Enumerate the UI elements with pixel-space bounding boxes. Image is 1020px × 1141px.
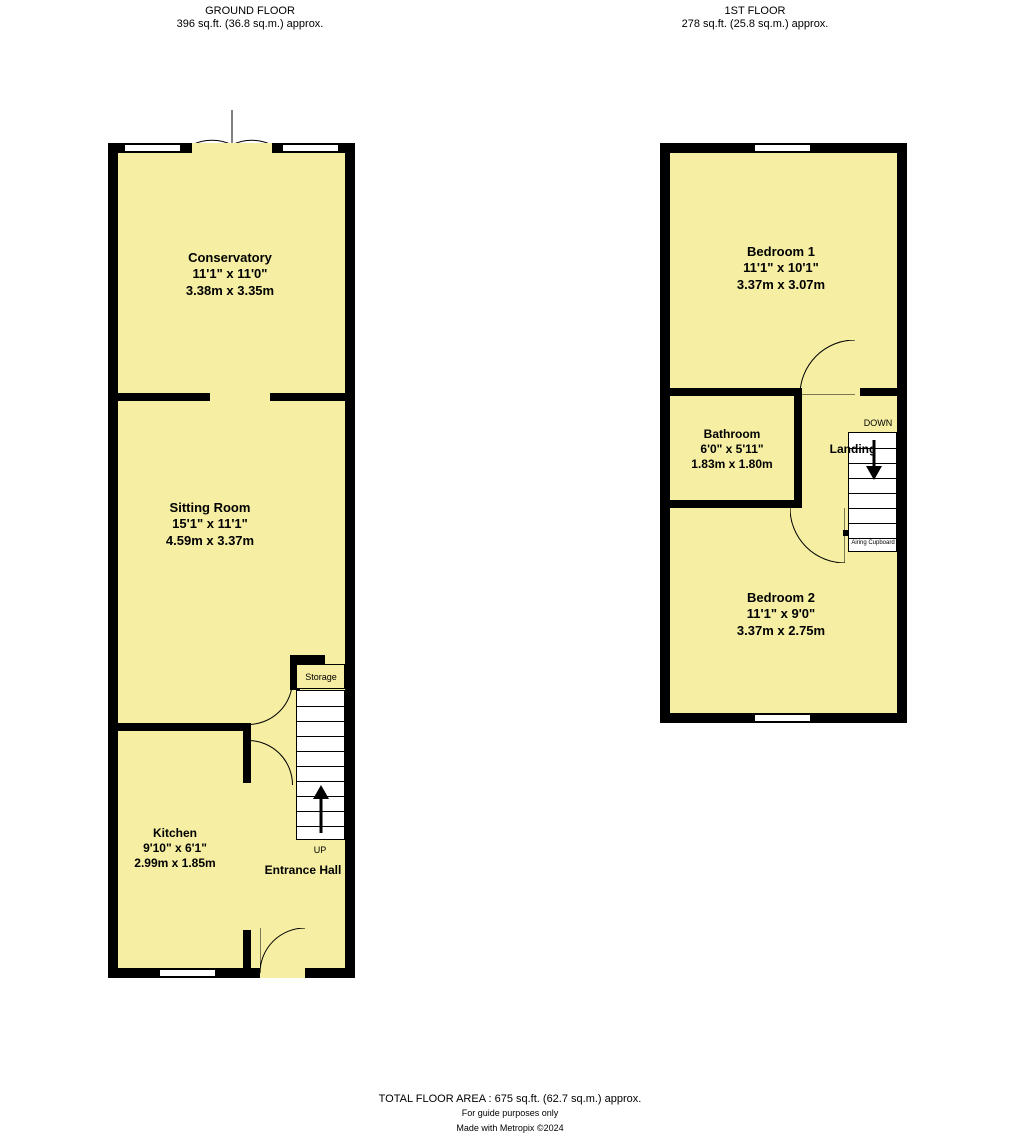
ff-window-top bbox=[755, 144, 810, 152]
entrance-hall-label: Entrance Hall bbox=[248, 863, 358, 878]
gf-wall-bottom bbox=[108, 968, 355, 978]
ff-door-b1 bbox=[800, 340, 855, 400]
bedroom1-label: Bedroom 1 11'1" x 10'1" 3.37m x 3.07m bbox=[711, 244, 851, 293]
hall-name: Entrance Hall bbox=[265, 863, 342, 877]
b2-name: Bedroom 2 bbox=[747, 590, 815, 605]
sitting-room-label: Sitting Room 15'1" x 11'1" 4.59m x 3.37m bbox=[130, 500, 290, 549]
down-label: DOWN bbox=[858, 418, 898, 428]
footer-line2: Made with Metropix ©2024 bbox=[456, 1123, 563, 1133]
gf-window-top-right bbox=[283, 144, 338, 152]
bath-name: Bathroom bbox=[704, 427, 761, 441]
ff-wall-right bbox=[897, 143, 907, 723]
gf-wall-right bbox=[345, 143, 355, 978]
gf-front-door-arc bbox=[260, 928, 305, 978]
conservatory-name: Conservatory bbox=[188, 250, 272, 265]
footer-line1: For guide purposes only bbox=[462, 1108, 559, 1118]
gf-window-bottom bbox=[160, 969, 215, 977]
kitchen-dim-imp: 9'10" x 6'1" bbox=[143, 841, 207, 855]
sitting-name: Sitting Room bbox=[170, 500, 251, 515]
b1-name: Bedroom 1 bbox=[747, 244, 815, 259]
sitting-dim-met: 4.59m x 3.37m bbox=[166, 533, 254, 548]
storage-label: Storage bbox=[298, 672, 344, 682]
bath-dim-imp: 6'0" x 5'11" bbox=[700, 442, 763, 456]
ff-door-b2 bbox=[790, 508, 845, 568]
conservatory-label: Conservatory 11'1" x 11'0" 3.38m x 3.35m bbox=[160, 250, 300, 299]
landing-label: Landing bbox=[818, 442, 888, 457]
ff-title-text: 1ST FLOOR bbox=[725, 5, 786, 17]
ff-wall-b1-mid-r bbox=[860, 388, 897, 396]
gf-wall-sitting-lower-left bbox=[118, 723, 248, 731]
ff-subtitle-text: 278 sq.ft. (25.8 sq.m.) approx. bbox=[682, 18, 829, 30]
bathroom-label: Bathroom 6'0" x 5'11" 1.83m x 1.80m bbox=[662, 427, 802, 472]
kitchen-label: Kitchen 9'10" x 6'1" 2.99m x 1.85m bbox=[105, 826, 245, 871]
kitchen-name: Kitchen bbox=[153, 826, 197, 840]
up-label: UP bbox=[300, 845, 340, 855]
gf-window-top-left bbox=[125, 144, 180, 152]
ff-wall-bath-bottom bbox=[670, 500, 802, 508]
b2-dim-imp: 11'1" x 9'0" bbox=[747, 606, 815, 621]
gf-wall-kitchen-hall-low bbox=[243, 930, 251, 970]
footer-total: TOTAL FLOOR AREA : 675 sq.ft. (62.7 sq.m… bbox=[379, 1093, 642, 1105]
kitchen-dim-met: 2.99m x 1.85m bbox=[134, 856, 215, 870]
b2-dim-met: 3.37m x 2.75m bbox=[737, 623, 825, 638]
b1-dim-imp: 11'1" x 10'1" bbox=[743, 260, 819, 275]
first-floor-title: 1ST FLOOR 278 sq.ft. (25.8 sq.m.) approx… bbox=[655, 5, 855, 31]
conservatory-dim-met: 3.38m x 3.35m bbox=[186, 283, 274, 298]
up-arrow-icon bbox=[311, 785, 331, 835]
bath-dim-met: 1.83m x 1.80m bbox=[691, 457, 772, 471]
floorplan-canvas: GROUND FLOOR 396 sq.ft. (36.8 sq.m.) app… bbox=[0, 0, 1020, 1141]
sitting-dim-imp: 15'1" x 11'1" bbox=[172, 516, 248, 531]
ff-wall-b1-mid bbox=[670, 388, 800, 396]
gf-door-sitting bbox=[248, 680, 338, 770]
bedroom2-label: Bedroom 2 11'1" x 9'0" 3.37m x 2.75m bbox=[711, 590, 851, 639]
airing-label: Airing Cupboard bbox=[850, 540, 896, 546]
gf-open-cons-sitting bbox=[210, 393, 270, 401]
gf-subtitle-text: 396 sq.ft. (36.8 sq.m.) approx. bbox=[177, 18, 324, 30]
b1-dim-met: 3.37m x 3.07m bbox=[737, 277, 825, 292]
conservatory-dim-imp: 11'1" x 11'0" bbox=[193, 266, 268, 281]
gf-top-opening bbox=[192, 143, 272, 153]
footer: TOTAL FLOOR AREA : 675 sq.ft. (62.7 sq.m… bbox=[0, 1092, 1020, 1135]
ground-floor-title: GROUND FLOOR 396 sq.ft. (36.8 sq.m.) app… bbox=[150, 5, 350, 31]
gf-title-text: GROUND FLOOR bbox=[205, 5, 295, 17]
ff-window-bottom bbox=[755, 714, 810, 722]
